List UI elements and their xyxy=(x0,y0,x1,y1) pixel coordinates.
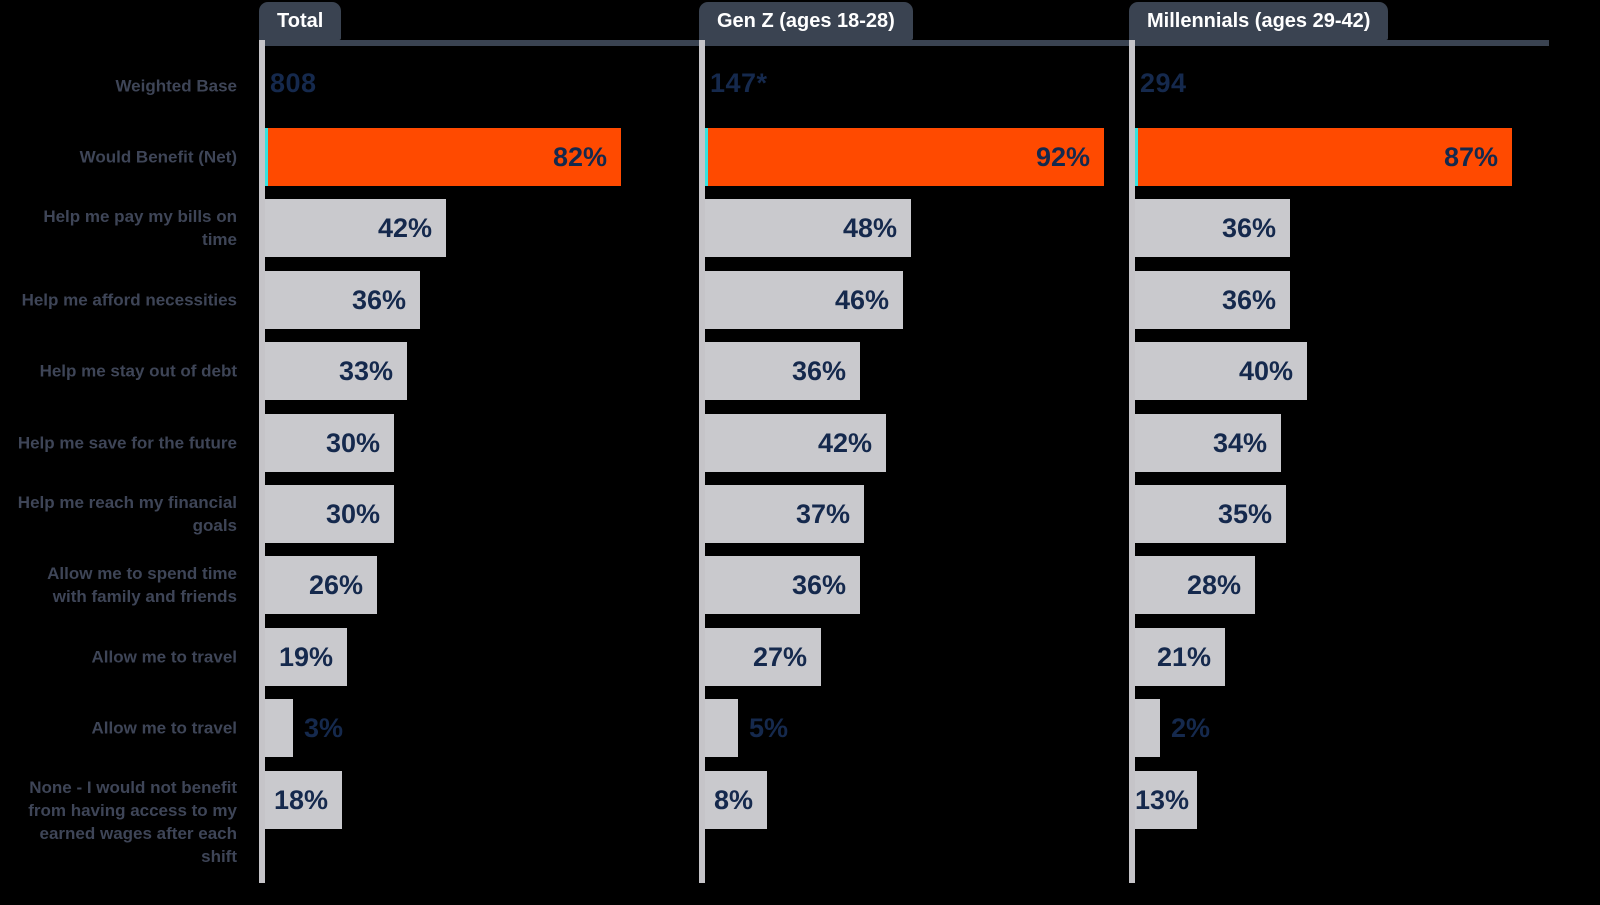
bar xyxy=(1135,414,1281,472)
bar-value: 8% xyxy=(713,785,753,815)
accent-strip xyxy=(705,128,708,186)
bar-value: 5% xyxy=(749,713,789,743)
bar xyxy=(705,771,767,829)
bar xyxy=(1135,485,1286,543)
bar xyxy=(265,771,342,829)
bar-value: 87% xyxy=(1443,142,1498,172)
bar-value: 26% xyxy=(308,570,363,600)
bar xyxy=(1135,699,1160,757)
header-line xyxy=(1129,40,1549,46)
bar-value: 36% xyxy=(1221,285,1276,315)
header-line xyxy=(699,40,1129,46)
bar-value: 2% xyxy=(1171,713,1211,743)
bar xyxy=(1135,771,1197,829)
bar xyxy=(1135,556,1255,614)
column-tab: Gen Z (ages 18-28) xyxy=(699,2,913,40)
weighted-base-value: 294 xyxy=(1140,68,1187,98)
bar-would-benefit-net xyxy=(268,128,621,186)
axis-line xyxy=(1129,40,1135,883)
weighted-base-row-label: Weighted Base xyxy=(115,76,237,96)
bar-value: 40% xyxy=(1238,356,1293,386)
bar xyxy=(1135,271,1290,329)
bar-value: 48% xyxy=(842,213,897,243)
bar-value: 82% xyxy=(552,142,607,172)
bar xyxy=(265,271,420,329)
bar-value: 13% xyxy=(1135,785,1190,815)
bar xyxy=(705,414,886,472)
bar-value: 36% xyxy=(791,570,846,600)
panel-millennials-ages-29-42-: Millennials (ages 29-42) 294 87% 36% 36% 40% 3… xyxy=(1129,0,1549,905)
bar xyxy=(265,556,377,614)
category-label: Help me stay out of debt xyxy=(39,361,237,381)
bar-value: 30% xyxy=(325,499,380,529)
bar-value: 42% xyxy=(817,428,872,458)
bar xyxy=(705,199,911,257)
bar-value: 42% xyxy=(377,213,432,243)
bar-would-benefit-net xyxy=(1138,128,1512,186)
bar xyxy=(705,628,821,686)
category-label: Help me reach my financial goals xyxy=(17,493,237,535)
bar-value: 28% xyxy=(1186,570,1241,600)
category-label: Help me pay my bills on time xyxy=(43,207,237,249)
bar xyxy=(265,699,293,757)
bar xyxy=(705,556,860,614)
bar-value: 19% xyxy=(278,642,333,672)
category-label: Help me save for the future xyxy=(17,433,237,453)
bar-value: 3% xyxy=(304,713,344,743)
panel-gen-z-ages-18-28-: Gen Z (ages 18-28) 147* 92% 48% 46% 36% 42% 37%… xyxy=(699,0,1129,905)
category-label: Help me afford necessities xyxy=(21,290,237,310)
bar-value: 30% xyxy=(325,428,380,458)
bar-value: 34% xyxy=(1212,428,1267,458)
bar-value: 36% xyxy=(791,356,846,386)
axis-line xyxy=(699,40,705,883)
row-labels: Weighted Base Would Benefit (Net) Help me … xyxy=(0,0,238,905)
panel-total: Total 808 82% 42% 36% 33% 30% 30% 26% 19% 3% 18% xyxy=(259,0,699,905)
bar xyxy=(1135,628,1225,686)
bar xyxy=(265,628,347,686)
bar-would-benefit-net xyxy=(708,128,1104,186)
bar-value: 21% xyxy=(1156,642,1211,672)
category-label: Allow me to travel xyxy=(91,647,237,667)
bar xyxy=(705,485,864,543)
axis-line xyxy=(259,40,265,883)
bar-value: 27% xyxy=(752,642,807,672)
column-tab: Millennials (ages 29-42) xyxy=(1129,2,1389,40)
bar xyxy=(265,342,407,400)
bar-value: 46% xyxy=(834,285,889,315)
bar-value: 33% xyxy=(338,356,393,386)
weighted-base-value: 808 xyxy=(270,68,317,98)
bar xyxy=(705,342,860,400)
category-label: Allow me to travel xyxy=(91,718,237,738)
bar-value: 92% xyxy=(1035,142,1090,172)
accent-strip xyxy=(265,128,268,186)
header-line xyxy=(259,40,699,46)
bar-value: 37% xyxy=(795,499,850,529)
category-label: Would Benefit (Net) xyxy=(79,147,237,167)
bar xyxy=(265,199,446,257)
category-label: Allow me to spend time with family and f… xyxy=(47,564,237,606)
bar-value: 36% xyxy=(351,285,406,315)
bar-value: 35% xyxy=(1217,499,1272,529)
bar xyxy=(265,485,394,543)
bar xyxy=(1135,199,1290,257)
bar xyxy=(265,414,394,472)
column-tab: Total xyxy=(259,2,342,40)
bar xyxy=(1135,342,1307,400)
bar xyxy=(705,699,738,757)
bar-value: 18% xyxy=(273,785,328,815)
bar xyxy=(705,271,903,329)
weighted-base-value: 147* xyxy=(710,68,768,98)
bar-value: 36% xyxy=(1221,213,1276,243)
category-label: None - I would not benefit from having a… xyxy=(28,778,237,866)
accent-strip xyxy=(1135,128,1138,186)
